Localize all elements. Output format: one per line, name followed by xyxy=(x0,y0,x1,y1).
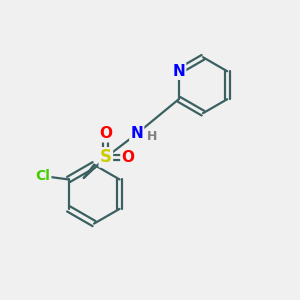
Text: S: S xyxy=(100,148,112,166)
Text: Cl: Cl xyxy=(35,169,50,184)
Text: O: O xyxy=(122,150,134,165)
Text: O: O xyxy=(99,126,112,141)
Text: N: N xyxy=(130,126,143,141)
Text: N: N xyxy=(172,64,185,79)
Text: H: H xyxy=(147,130,157,143)
